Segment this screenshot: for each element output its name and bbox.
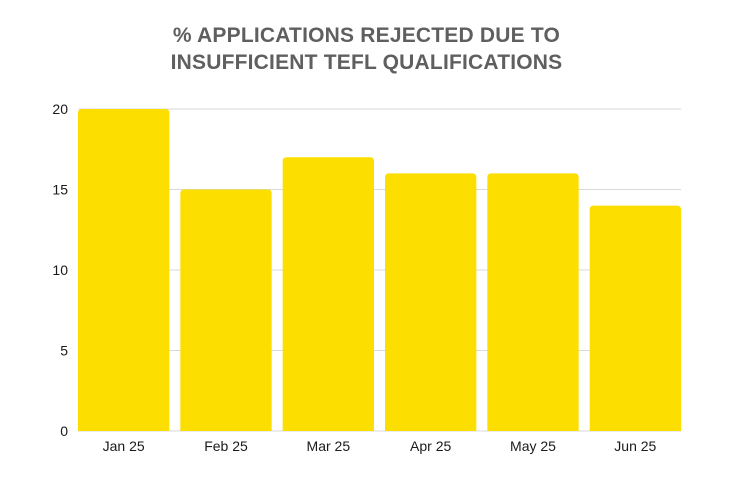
x-tick-label: Jun 25 — [614, 438, 656, 454]
chart-title: % APPLICATIONS REJECTED DUE TO INSUFFICI… — [0, 22, 733, 76]
bar-apr-25 — [385, 173, 477, 431]
y-tick-label: 5 — [60, 343, 68, 359]
bar-mar-25 — [282, 157, 374, 432]
gridlines — [78, 108, 681, 432]
y-tick-label: 10 — [52, 262, 68, 278]
bars — [78, 109, 681, 432]
bar-jan-25 — [78, 109, 170, 431]
chart-title-line-1: % APPLICATIONS REJECTED DUE TO — [172, 24, 561, 47]
x-tick-label: Feb 25 — [204, 438, 248, 454]
y-tick-label: 15 — [52, 182, 68, 198]
bar-feb-25 — [180, 189, 272, 431]
bar-may-25 — [487, 173, 579, 431]
x-tick-label: May 25 — [510, 438, 556, 454]
chart-title-line-2: INSUFFICIENT TEFL QUALIFICATIONS — [170, 51, 563, 74]
y-tick-label: 0 — [60, 423, 68, 439]
y-tick-label: 20 — [52, 101, 68, 117]
x-axis: Jan 25 Feb 25 Mar 25 Apr 25 May 25 Jun 25 — [103, 438, 657, 454]
y-axis: 0 5 10 15 20 — [52, 101, 68, 439]
x-tick-label: Mar 25 — [307, 438, 351, 454]
x-tick-label: Jan 25 — [103, 438, 145, 454]
x-tick-label: Apr 25 — [410, 438, 451, 454]
bar-jun-25 — [589, 205, 681, 431]
